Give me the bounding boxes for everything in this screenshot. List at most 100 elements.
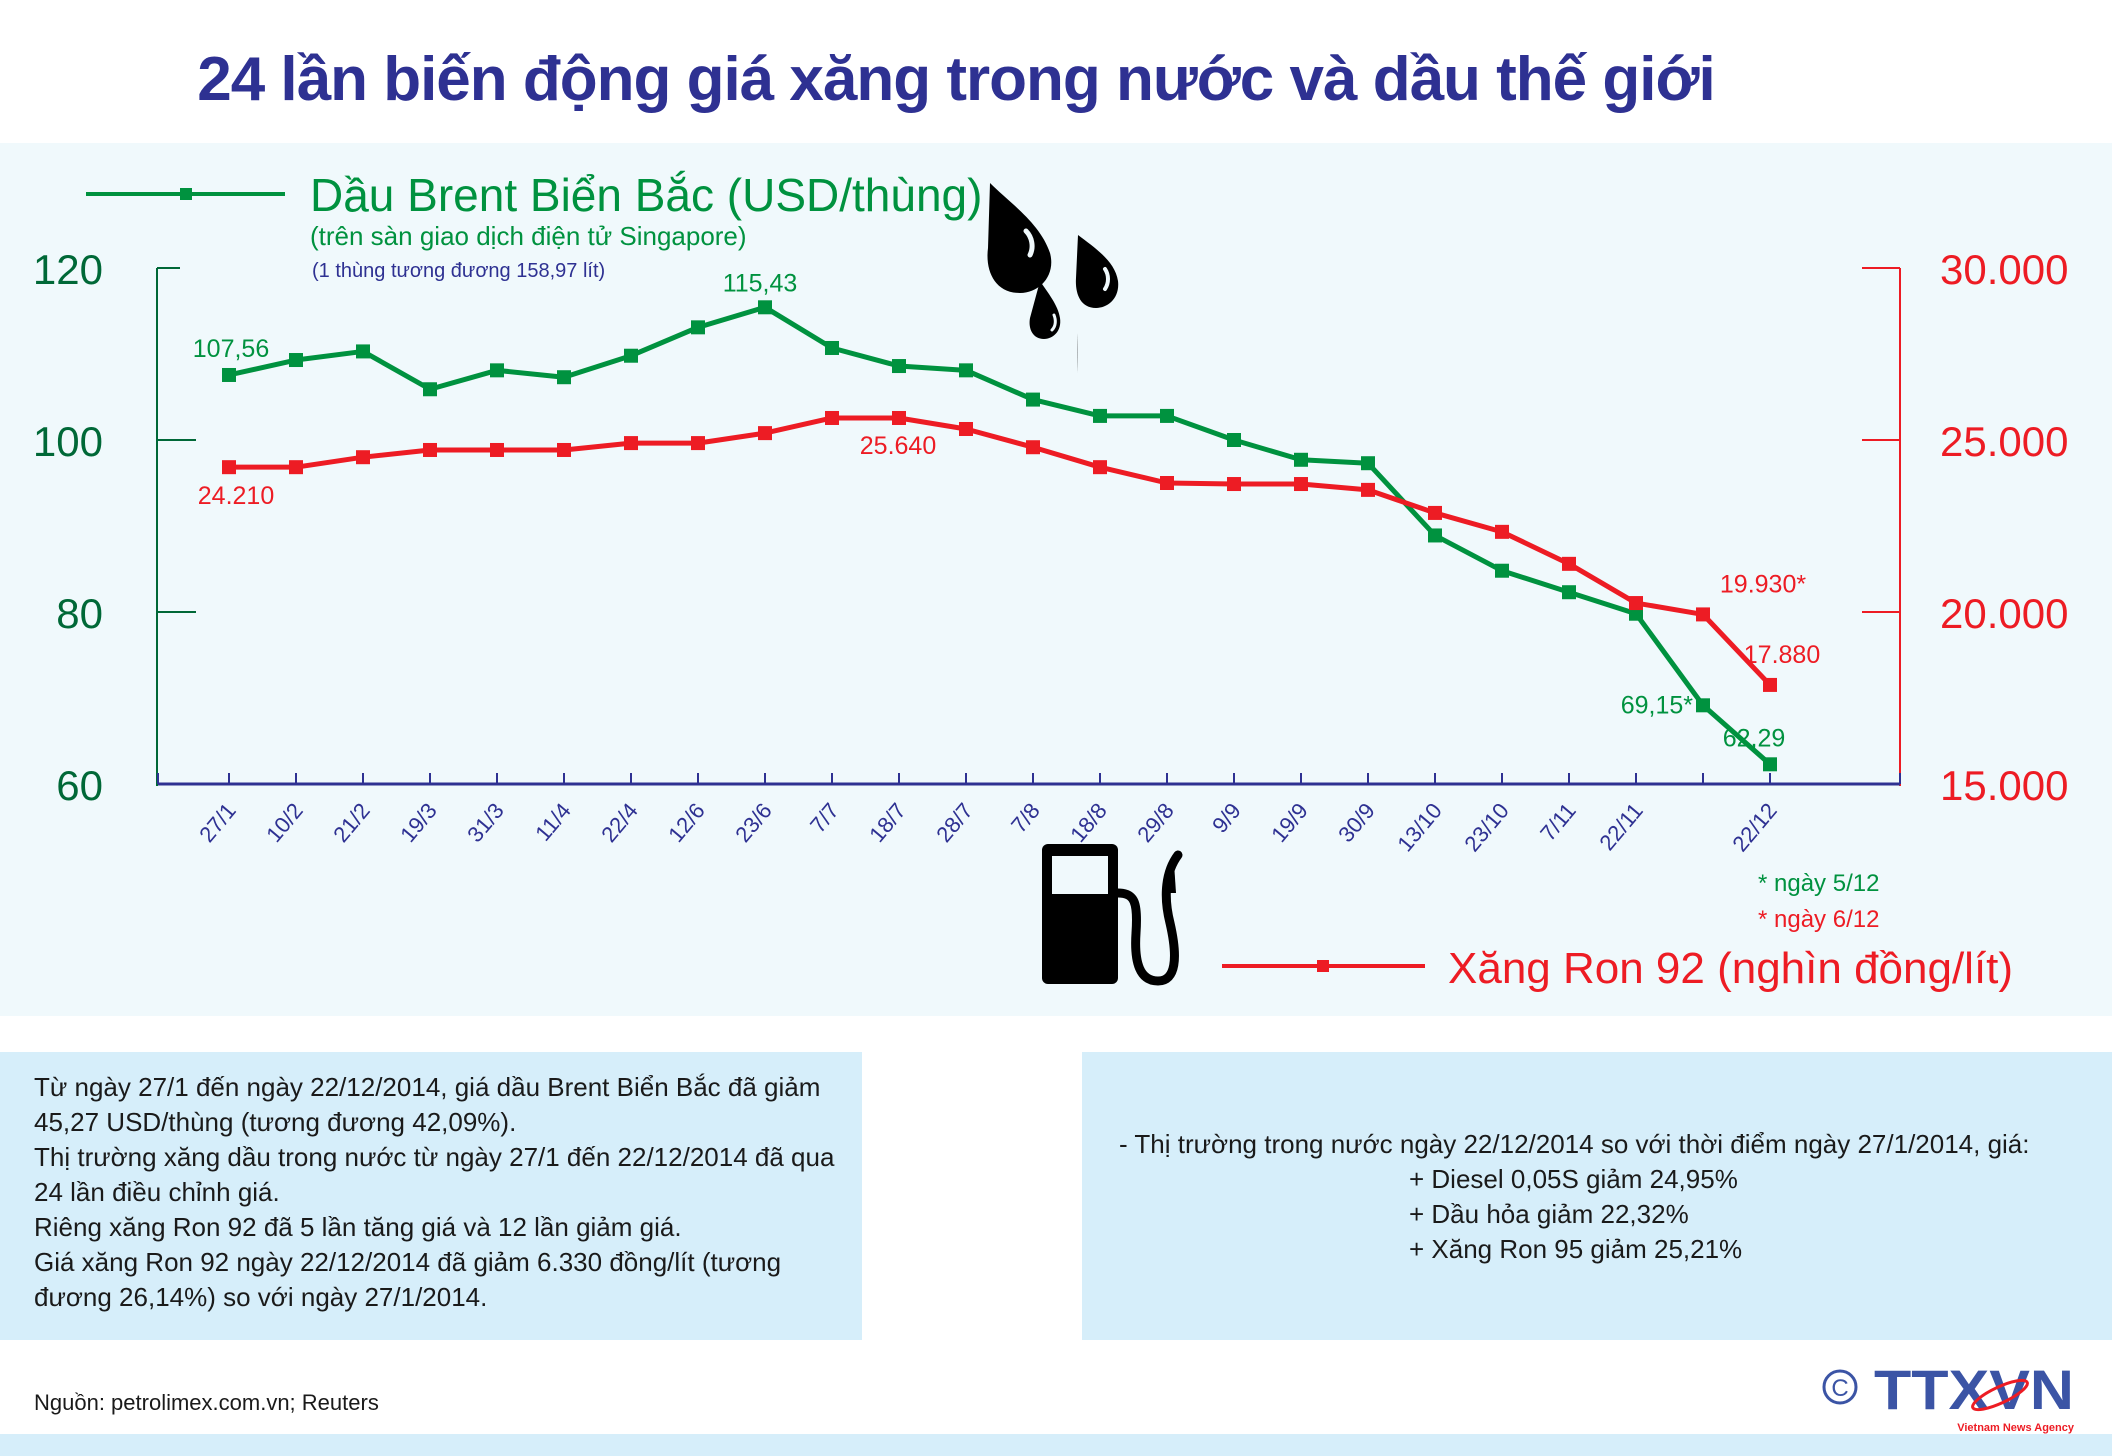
x-tick-label: 22/4 [596,798,643,847]
y-right-tick-label: 30.000 [1940,246,2068,293]
data-point [691,436,705,451]
data-label: 62,29 [1723,724,1786,752]
series-ron92: 24.210 25.640 19.930* 17.880 [198,410,1820,692]
data-point [1428,528,1442,543]
y-left-tick-label: 60 [56,762,103,809]
footnote-ron92: * ngày 6/12 [1758,906,1879,933]
summary-right-item: + Xăng Ron 95 giảm 25,21% [1409,1234,1743,1264]
x-tick-label: 7/8 [1006,798,1045,838]
y-right-tick-label: 15.000 [1940,762,2068,809]
data-point [1160,408,1174,423]
summary-right-item: + Dầu hỏa giảm 22,32% [1409,1199,1689,1229]
y-axis-right: 30.000 25.000 20.000 15.000 [1862,246,2068,809]
summary-left-text: Từ ngày 27/1 đến ngày 22/12/2014, giá dầ… [34,1070,854,1315]
x-tick-label: 18/7 [864,798,911,847]
data-point [1294,452,1308,467]
data-point [222,460,236,475]
legend-brent: Dầu Brent Biển Bắc (USD/thùng) (trên sàn… [86,169,982,282]
bottom-strip [0,1434,2112,1456]
legend-brent-sublabel: (trên sàn giao dịch điện tử Singapore) [310,221,747,251]
copyright-icon [1822,1369,1858,1405]
x-tick-label: 28/7 [931,798,978,847]
data-point [1026,392,1040,407]
data-point [1361,456,1375,471]
data-point [892,359,906,374]
summary-line: Riêng xăng Ron 92 đã 5 lần tăng giá và 1… [34,1212,682,1242]
data-point [490,442,504,457]
x-tick-label: 27/1 [194,798,241,847]
x-tick-label: 18/8 [1065,798,1112,847]
chart-panel: Dầu Brent Biển Bắc (USD/thùng) (trên sàn… [0,143,2112,1016]
data-label: 24.210 [198,482,274,510]
data-point [959,421,973,436]
data-point [1428,505,1442,520]
data-point [356,344,370,359]
x-tick-label: 9/9 [1207,798,1246,838]
summary-right-box: - Thị trường trong nước ngày 22/12/2014 … [1082,1052,2112,1340]
oil-drops-icon [987,183,1119,373]
legend-brent-label: Dầu Brent Biển Bắc (USD/thùng) [310,169,982,221]
data-point [691,320,705,335]
data-point [1763,757,1777,772]
data-point [1696,698,1710,713]
data-point [356,450,370,465]
x-tick-label: 29/8 [1132,798,1179,847]
summary-right-lead: - Thị trường trong nước ngày 22/12/2014 … [1119,1129,2030,1159]
page-title: 24 lần biến động giá xăng trong nước và … [197,45,1716,114]
data-point [222,367,236,382]
series-brent: 107,56 115,43 69,15* 62,29 [193,269,1786,772]
summary-line: Giá xăng Ron 92 ngày 22/12/2014 đã giảm … [34,1247,782,1312]
legend-ron92-label: Xăng Ron 92 (nghìn đồng/lít) [1448,944,2013,993]
ttxvn-logo: C TTXVN Vietnam News Agency [1822,1365,2075,1434]
data-point [624,436,638,451]
data-point [557,442,571,457]
data-label: 69,15* [1621,691,1694,719]
summary-left-box: Từ ngày 27/1 đến ngày 22/12/2014, giá dầ… [0,1052,862,1340]
data-point [1026,440,1040,455]
data-point [1227,477,1241,492]
data-point [1562,585,1576,600]
fuel-pump-icon [1042,844,1183,986]
footnote-brent: * ngày 5/12 [1758,870,1879,897]
data-point [825,410,839,425]
data-point [289,460,303,475]
data-point [624,348,638,363]
summary-line: Thị trường xăng dầu trong nước từ ngày 2… [34,1142,835,1207]
x-tick-label: 22/12 [1727,798,1782,856]
data-point [1696,607,1710,622]
x-tick-label: 30/9 [1333,798,1380,847]
svg-text:C: C [1831,1375,1848,1402]
data-point [1160,476,1174,490]
line-chart: Dầu Brent Biển Bắc (USD/thùng) (trên sàn… [33,169,2069,993]
svg-text:Vietnam News Agency: Vietnam News Agency [1957,1422,2075,1434]
data-label: 19.930* [1720,570,1806,598]
data-point [1763,677,1777,692]
data-point [423,442,437,457]
x-tick-label: 23/6 [730,798,777,847]
y-left-tick-label: 100 [33,418,103,465]
x-tick-label: 19/3 [395,798,442,847]
data-point [1629,596,1643,611]
summary-line: Từ ngày 27/1 đến ngày 22/12/2014, giá dầ… [34,1072,821,1137]
svg-text:TTXVN: TTXVN [1874,1365,2074,1421]
y-right-tick-label: 25.000 [1940,418,2068,465]
data-point [1093,460,1107,475]
data-point [1294,477,1308,492]
x-tick-label: 11/4 [530,798,576,846]
data-point [1495,563,1509,578]
y-axis-left: 120 100 80 60 [33,246,196,809]
data-point [1227,433,1241,447]
data-point [758,300,772,315]
data-label: 17.880 [1744,641,1820,669]
y-right-tick-label: 20.000 [1940,590,2068,637]
x-tick-label: 7/7 [805,798,844,838]
data-point [1361,482,1375,497]
x-axis: 27/1 10/2 21/2 19/3 31/3 11/4 22/4 12/6 23/6 7/7 1… [157,773,1901,856]
x-tick-label: 10/2 [261,798,308,847]
data-point [758,426,772,441]
data-point [289,353,303,368]
x-tick-label: 19/9 [1266,798,1313,847]
data-point [1495,524,1509,539]
legend-brent-note: (1 thùng tương đương 158,97 lít) [312,260,605,282]
data-label: 25.640 [860,432,936,460]
